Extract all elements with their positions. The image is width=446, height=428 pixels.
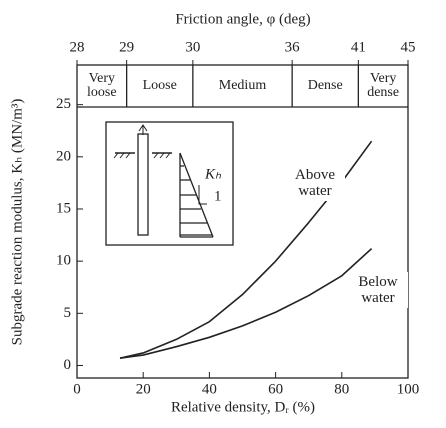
soil-class-cell: Dense	[307, 78, 343, 93]
inset-label: Kₕ	[204, 166, 222, 182]
top-tick-label: 29	[119, 39, 134, 55]
plot-frame	[76, 64, 409, 379]
y-tick-label: 20	[56, 148, 71, 164]
inset-label: 1	[214, 188, 222, 204]
soil-class-cell: Very dense	[367, 71, 400, 100]
y-tick-label: 10	[56, 253, 71, 269]
series-label-box: Below water	[348, 272, 408, 308]
top-tick-label: 28	[70, 39, 85, 55]
y-tick-label: 5	[64, 305, 72, 321]
series-label: Below water	[348, 272, 408, 308]
top-tick-label: 45	[401, 39, 416, 55]
top-tick-label: 30	[185, 39, 200, 55]
inset-diagram: Kₕ 1	[105, 121, 234, 246]
soil-class-label: Loose	[142, 78, 177, 93]
top-tick-label: 41	[351, 39, 366, 55]
x-tick-label: 0	[73, 381, 81, 397]
soil-class-cell: Loose	[142, 78, 177, 93]
top-axis-title: Friction angle, φ (deg)	[175, 11, 310, 27]
data-line	[119, 248, 373, 359]
x-tick-label: 80	[334, 381, 349, 397]
y-tick-label: 25	[56, 96, 71, 112]
y-tick-label: 15	[56, 200, 71, 216]
x-tick-label: 100	[397, 381, 420, 397]
x-tick-label: 40	[202, 381, 217, 397]
x-tick-label: 60	[268, 381, 283, 397]
soil-class-label: Dense	[307, 78, 343, 93]
y-axis-title: Subgrade reaction modulus, Kₕ (MN/m³)	[9, 99, 25, 346]
soil-class-label: Very loose	[87, 71, 117, 100]
soil-class-cell: Medium	[218, 78, 267, 93]
series-label: Above water	[285, 165, 345, 201]
y-tick-label: 0	[64, 357, 72, 373]
x-axis-title: Relative density, Dᵣ (%)	[171, 399, 315, 415]
soil-class-cell: Very loose	[87, 71, 117, 100]
soil-class-label: Medium	[218, 78, 267, 93]
top-tick-label: 36	[285, 39, 301, 55]
series-label-box: Above water	[285, 165, 345, 201]
soil-class-label: Very dense	[367, 71, 400, 100]
x-tick-label: 20	[136, 381, 151, 397]
